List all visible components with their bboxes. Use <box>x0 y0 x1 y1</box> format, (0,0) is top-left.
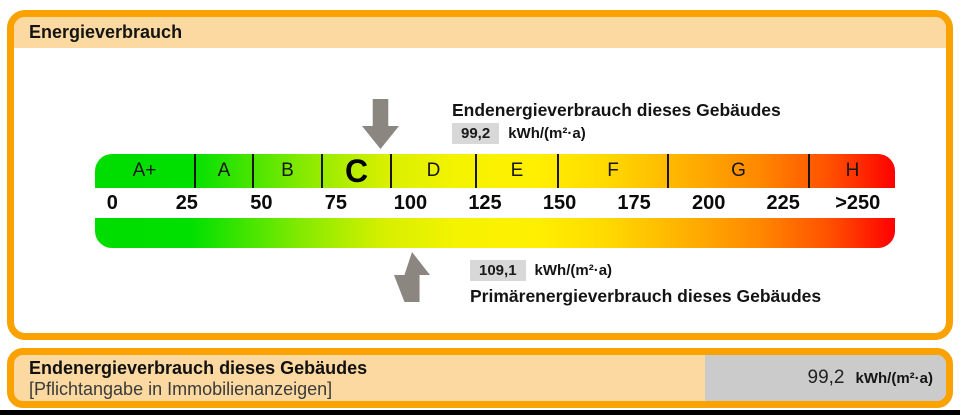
end-energy-label: Endenergieverbrauch dieses Gebäudes <box>452 100 781 120</box>
disclosure-subtitle: [Pflichtangabe in Immobilienanzeigen] <box>29 379 333 399</box>
end-energy-value-row: 99,2 kWh/(m²·a) <box>452 123 586 144</box>
energy-class-band: A+ A B C D E F G H <box>95 153 895 189</box>
page-bottom-divider <box>0 410 960 415</box>
axis-tick-225: 225 <box>766 192 800 214</box>
axis-tick-50: 50 <box>250 192 273 214</box>
primary-energy-unit: kWh/(m²·a) <box>534 262 613 279</box>
axis-tick-100: 100 <box>393 192 428 214</box>
energy-class-e: E <box>475 154 557 188</box>
energy-class-f: F <box>557 154 667 188</box>
energy-gradient-band <box>95 218 895 248</box>
energy-class-g: G <box>667 154 808 188</box>
axis-tick-25: 25 <box>175 192 198 214</box>
energy-class-a: A <box>194 154 252 188</box>
axis-tick-125: 125 <box>468 192 502 214</box>
disclosure-value-panel: 99,2 kWh/(m²·a) <box>705 355 946 401</box>
primary-energy-value-row: 109,1 kWh/(m²·a) <box>470 260 612 281</box>
disclosure-value: 99,2 <box>807 367 845 388</box>
primary-energy-label: Primärenergieverbrauch dieses Gebäudes <box>470 286 822 306</box>
disclosure-unit: kWh/(m²·a) <box>855 369 934 387</box>
disclosure-title: Endenergieverbrauch dieses Gebäudes <box>29 358 368 378</box>
axis-tick-75: 75 <box>324 192 348 214</box>
mandatory-disclosure-panel: Endenergieverbrauch dieses Gebäudes [Pfl… <box>7 348 953 408</box>
axis-tick-150: 150 <box>542 192 577 214</box>
energy-class-a-plus: A+ <box>132 160 157 181</box>
panel-header: Energieverbrauch <box>14 17 946 48</box>
scale-axis: 0 25 50 75 100 125 150 175 200 225 >250 <box>75 190 895 217</box>
disclosure-text-block: Endenergieverbrauch dieses Gebäudes [Pfl… <box>29 357 367 400</box>
energy-class-d: D <box>390 154 475 188</box>
axis-tick-250: >250 <box>835 192 881 214</box>
energy-class-h: H <box>808 154 895 188</box>
energy-class-c-highlighted: C <box>321 153 390 189</box>
axis-tick-0: 0 <box>106 192 118 214</box>
end-energy-unit: kWh/(m²·a) <box>508 125 586 142</box>
primary-energy-value: 109,1 <box>470 260 526 281</box>
end-energy-value: 99,2 <box>452 123 500 144</box>
panel-title: Energieverbrauch <box>29 22 183 42</box>
axis-tick-200: 200 <box>691 192 726 214</box>
axis-tick-175: 175 <box>617 192 651 214</box>
energy-class-b: B <box>252 154 321 188</box>
